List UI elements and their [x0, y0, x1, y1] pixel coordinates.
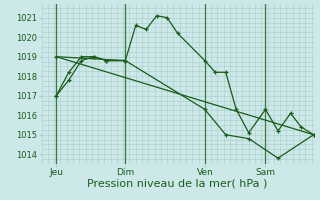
X-axis label: Pression niveau de la mer( hPa ): Pression niveau de la mer( hPa ) — [87, 179, 268, 189]
